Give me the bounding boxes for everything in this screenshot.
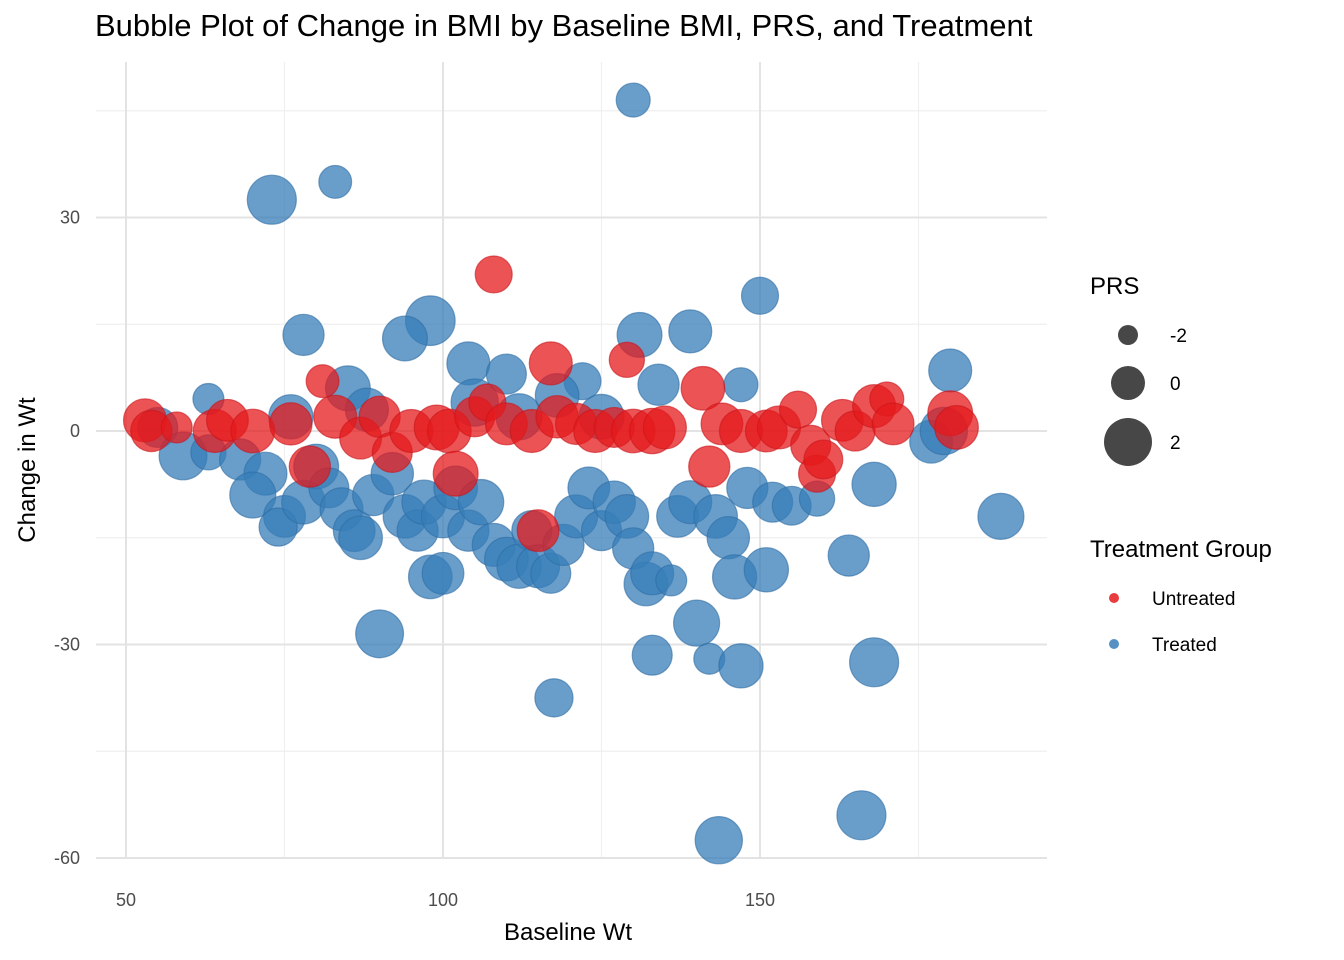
treatment-legend-key (1109, 593, 1119, 603)
untreated-bubble (288, 445, 332, 488)
treated-bubble (977, 492, 1025, 541)
untreated-bubble (528, 341, 573, 386)
treated-bubble (694, 816, 743, 865)
treated-bubble (282, 313, 325, 357)
treated-bubble (338, 515, 383, 561)
treated-bubble (655, 564, 688, 597)
untreated-bubble (608, 341, 646, 379)
treatment-legend: Treatment Group Untreated Treated (1090, 536, 1272, 656)
x-tick-label: 50 (116, 890, 136, 910)
untreated-bubble (803, 439, 844, 480)
axis-tick-labels: 50 100 150 -60 -30 0 30 (54, 208, 775, 911)
treated-bubble (718, 643, 764, 689)
y-tick-label: -60 (54, 848, 80, 868)
treated-bubble (637, 363, 680, 406)
y-tick-label: 0 (70, 421, 80, 441)
untreated-bubble (934, 405, 979, 450)
treated-bubble (615, 82, 651, 118)
treated-bubble (534, 678, 574, 718)
prs-legend-key (1104, 418, 1152, 466)
treated-bubble (485, 353, 527, 395)
x-tick-label: 150 (745, 890, 775, 910)
prs-legend-key (1118, 325, 1138, 345)
untreated-bubble (642, 405, 688, 450)
prs-legend-key (1111, 366, 1145, 400)
treated-bubble (355, 609, 405, 659)
treated-bubble (928, 348, 973, 393)
x-axis-title: Baseline Wt (504, 919, 632, 946)
treatment-legend-label: Untreated (1152, 589, 1235, 610)
treated-bubble (631, 634, 673, 676)
treatment-legend-key (1109, 639, 1119, 649)
prs-legend-title: PRS (1090, 273, 1139, 300)
prs-legend-label: -2 (1170, 326, 1187, 347)
treated-bubble (318, 164, 353, 199)
x-tick-label: 100 (428, 890, 458, 910)
treated-bubble (446, 341, 491, 386)
untreated-bubble (269, 402, 313, 446)
treated-bubble (851, 461, 897, 508)
untreated-bubble (305, 364, 340, 399)
untreated-bubble (230, 408, 276, 454)
prs-legend: PRS -2 0 2 (1090, 273, 1187, 466)
untreated-bubble (680, 365, 726, 411)
minor-gridlines (96, 62, 1047, 858)
treated-bubble (381, 315, 428, 362)
untreated-bubbles (122, 255, 979, 553)
prs-legend-label: 2 (1170, 433, 1181, 454)
treated-bubble (706, 515, 751, 560)
treated-bubble (827, 534, 870, 577)
prs-legend-label: 0 (1170, 374, 1181, 395)
treated-bubble (672, 599, 721, 647)
chart-title: Bubble Plot of Change in BMI by Baseline… (95, 8, 1033, 43)
untreated-bubble (778, 390, 818, 429)
untreated-bubble (516, 509, 560, 553)
untreated-bubble (432, 450, 479, 497)
untreated-bubble (688, 445, 731, 488)
untreated-bubble (871, 402, 915, 446)
treated-bubble (229, 471, 277, 519)
untreated-bubble (160, 411, 193, 444)
treatment-legend-label: Treated (1152, 635, 1217, 656)
y-axis-title: Change in Wt (14, 397, 41, 543)
treated-bubble (743, 547, 790, 593)
treated-bubble (668, 309, 713, 354)
untreated-bubble (474, 255, 513, 294)
treated-bubble (740, 276, 780, 315)
treated-bubble (246, 174, 297, 225)
treated-bubble (836, 790, 887, 841)
treated-bubble (723, 367, 759, 403)
treated-bubbles (137, 82, 1025, 865)
y-tick-label: 30 (60, 208, 80, 228)
treated-bubble (849, 637, 900, 688)
y-tick-label: -30 (54, 635, 80, 655)
treatment-legend-title: Treatment Group (1090, 536, 1272, 563)
treated-bubble (421, 551, 465, 595)
